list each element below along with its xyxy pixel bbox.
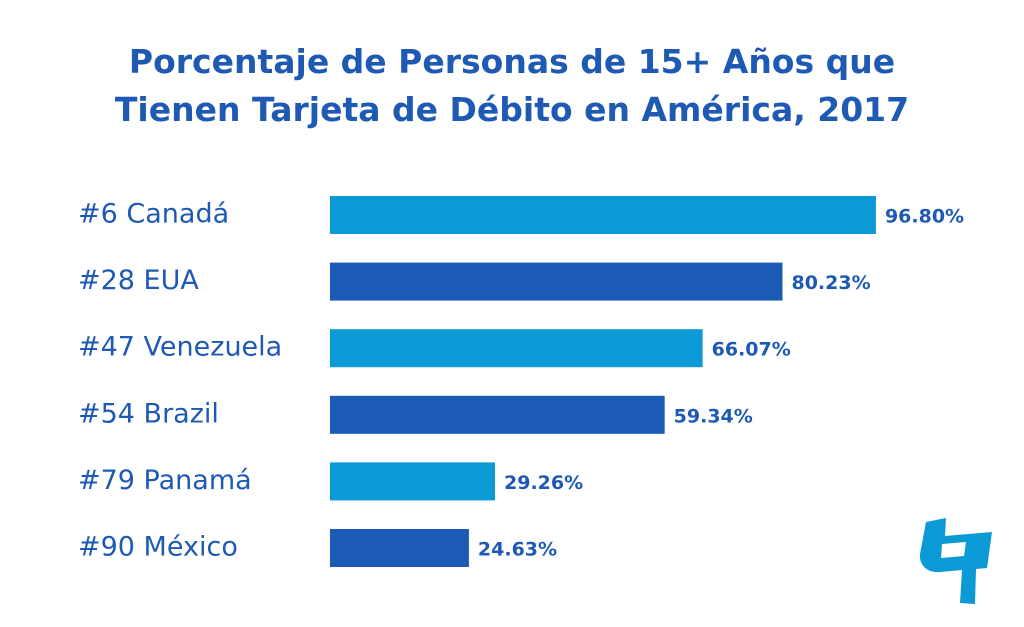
value-label: 24.63%: [478, 539, 557, 561]
bar: [330, 262, 783, 301]
value-label: 59.34%: [674, 405, 753, 427]
chart-title-line-2: Tienen Tarjeta de Débito en América, 201…: [114, 90, 910, 129]
value-label: 96.80%: [885, 206, 964, 228]
bar: [330, 462, 496, 501]
brand-logo-icon: [919, 518, 992, 604]
bar: [330, 196, 876, 234]
bar: [330, 329, 703, 368]
category-label: #6 Canadá: [78, 199, 229, 230]
value-label: 66.07%: [712, 339, 791, 361]
bar: [330, 395, 665, 434]
category-label: #79 Panamá: [78, 465, 252, 496]
value-label: 80.23%: [791, 272, 870, 294]
chart-title-line-1: Porcentaje de Personas de 15+ Años que: [128, 42, 896, 81]
chart-title: Porcentaje de Personas de 15+ Años que T…: [0, 38, 1024, 134]
category-label: #90 México: [78, 532, 238, 563]
category-label: #28 EUA: [78, 265, 199, 296]
value-label: 29.26%: [504, 472, 583, 494]
category-label: #54 Brazil: [78, 398, 219, 429]
category-label: #47 Venezuela: [78, 332, 282, 363]
bar: [330, 529, 469, 567]
